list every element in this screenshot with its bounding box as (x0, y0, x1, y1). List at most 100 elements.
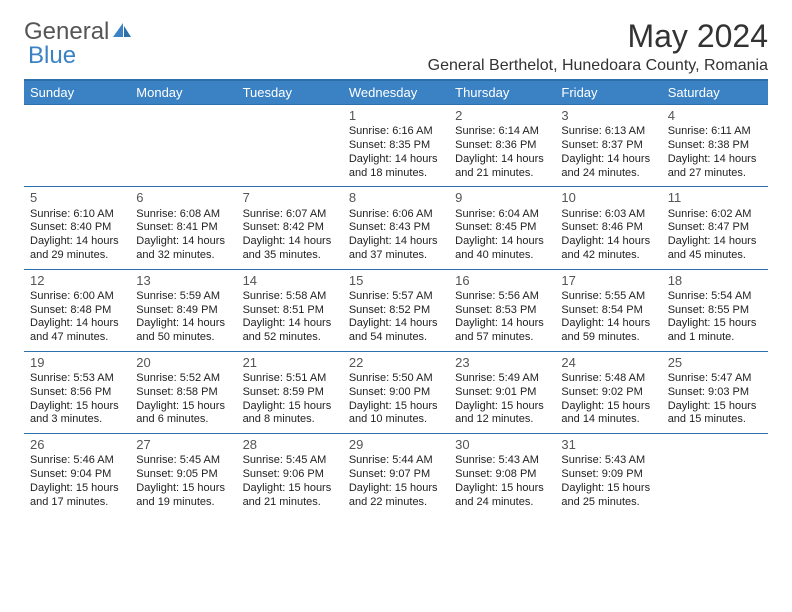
sunrise-line: Sunrise: 5:46 AM (30, 454, 124, 468)
daylight-line-2: and 6 minutes. (136, 413, 230, 427)
daylight-line-1: Daylight: 14 hours (30, 317, 124, 331)
day-number: 29 (349, 437, 443, 453)
header: General May 2024 General Berthelot, Hune… (24, 18, 768, 75)
day-number: 15 (349, 273, 443, 289)
sunset-line: Sunset: 8:55 PM (668, 304, 762, 318)
daylight-line-1: Daylight: 15 hours (30, 400, 124, 414)
sunrise-line: Sunrise: 5:52 AM (136, 372, 230, 386)
sunrise-line: Sunrise: 5:58 AM (243, 290, 337, 304)
day-cell (237, 105, 343, 186)
daylight-line-1: Daylight: 15 hours (455, 482, 549, 496)
sunrise-line: Sunrise: 5:54 AM (668, 290, 762, 304)
daylight-line-2: and 15 minutes. (668, 413, 762, 427)
daylight-line-2: and 40 minutes. (455, 249, 549, 263)
daylight-line-1: Daylight: 15 hours (349, 482, 443, 496)
sunset-line: Sunset: 9:06 PM (243, 468, 337, 482)
daylight-line-1: Daylight: 14 hours (243, 235, 337, 249)
week-row: 26Sunrise: 5:46 AMSunset: 9:04 PMDayligh… (24, 433, 768, 515)
day-number: 10 (561, 190, 655, 206)
day-number: 6 (136, 190, 230, 206)
day-number: 24 (561, 355, 655, 371)
daylight-line-1: Daylight: 15 hours (30, 482, 124, 496)
day-number: 3 (561, 108, 655, 124)
day-cell: 18Sunrise: 5:54 AMSunset: 8:55 PMDayligh… (662, 270, 768, 351)
sunset-line: Sunset: 8:53 PM (455, 304, 549, 318)
daylight-line-1: Daylight: 15 hours (243, 482, 337, 496)
sunset-line: Sunset: 8:37 PM (561, 139, 655, 153)
sunset-line: Sunset: 8:45 PM (455, 221, 549, 235)
daylight-line-1: Daylight: 14 hours (455, 317, 549, 331)
sunset-line: Sunset: 8:54 PM (561, 304, 655, 318)
sunrise-line: Sunrise: 6:02 AM (668, 208, 762, 222)
daylight-line-2: and 14 minutes. (561, 413, 655, 427)
weekday-header-row: SundayMondayTuesdayWednesdayThursdayFrid… (24, 81, 768, 104)
day-number: 20 (136, 355, 230, 371)
daylight-line-1: Daylight: 15 hours (136, 400, 230, 414)
weekday-header: Thursday (449, 81, 555, 104)
daylight-line-2: and 19 minutes. (136, 496, 230, 510)
sunrise-line: Sunrise: 6:00 AM (30, 290, 124, 304)
day-cell: 7Sunrise: 6:07 AMSunset: 8:42 PMDaylight… (237, 187, 343, 268)
daylight-line-1: Daylight: 14 hours (455, 235, 549, 249)
week-row: 1Sunrise: 6:16 AMSunset: 8:35 PMDaylight… (24, 104, 768, 186)
daylight-line-2: and 32 minutes. (136, 249, 230, 263)
day-number: 4 (668, 108, 762, 124)
daylight-line-2: and 22 minutes. (349, 496, 443, 510)
daylight-line-1: Daylight: 14 hours (243, 317, 337, 331)
daylight-line-1: Daylight: 15 hours (136, 482, 230, 496)
sunrise-line: Sunrise: 6:11 AM (668, 125, 762, 139)
sunrise-line: Sunrise: 6:07 AM (243, 208, 337, 222)
sunset-line: Sunset: 8:46 PM (561, 221, 655, 235)
daylight-line-1: Daylight: 15 hours (668, 317, 762, 331)
sunset-line: Sunset: 8:43 PM (349, 221, 443, 235)
sunrise-line: Sunrise: 5:45 AM (136, 454, 230, 468)
sunrise-line: Sunrise: 5:57 AM (349, 290, 443, 304)
daylight-line-2: and 12 minutes. (455, 413, 549, 427)
day-cell: 15Sunrise: 5:57 AMSunset: 8:52 PMDayligh… (343, 270, 449, 351)
location-subtitle: General Berthelot, Hunedoara County, Rom… (428, 57, 768, 75)
logo-text-blue: Blue (28, 42, 76, 70)
daylight-line-2: and 25 minutes. (561, 496, 655, 510)
daylight-line-2: and 21 minutes. (243, 496, 337, 510)
daylight-line-2: and 52 minutes. (243, 331, 337, 345)
daylight-line-2: and 8 minutes. (243, 413, 337, 427)
day-number: 31 (561, 437, 655, 453)
daylight-line-2: and 29 minutes. (30, 249, 124, 263)
sunrise-line: Sunrise: 6:03 AM (561, 208, 655, 222)
day-number: 26 (30, 437, 124, 453)
daylight-line-2: and 3 minutes. (30, 413, 124, 427)
sunset-line: Sunset: 9:00 PM (349, 386, 443, 400)
day-number: 8 (349, 190, 443, 206)
weekday-header: Wednesday (343, 81, 449, 104)
daylight-line-2: and 18 minutes. (349, 167, 443, 181)
weekday-header: Monday (130, 81, 236, 104)
sunset-line: Sunset: 8:49 PM (136, 304, 230, 318)
day-cell: 13Sunrise: 5:59 AMSunset: 8:49 PMDayligh… (130, 270, 236, 351)
sunset-line: Sunset: 8:42 PM (243, 221, 337, 235)
daylight-line-1: Daylight: 14 hours (455, 153, 549, 167)
day-cell: 2Sunrise: 6:14 AMSunset: 8:36 PMDaylight… (449, 105, 555, 186)
sunrise-line: Sunrise: 6:08 AM (136, 208, 230, 222)
weekday-header: Saturday (662, 81, 768, 104)
day-number: 18 (668, 273, 762, 289)
day-number: 27 (136, 437, 230, 453)
sunset-line: Sunset: 9:04 PM (30, 468, 124, 482)
daylight-line-1: Daylight: 14 hours (349, 153, 443, 167)
daylight-line-1: Daylight: 14 hours (349, 317, 443, 331)
daylight-line-1: Daylight: 14 hours (561, 317, 655, 331)
day-number: 1 (349, 108, 443, 124)
daylight-line-1: Daylight: 14 hours (136, 235, 230, 249)
day-cell: 12Sunrise: 6:00 AMSunset: 8:48 PMDayligh… (24, 270, 130, 351)
day-number: 13 (136, 273, 230, 289)
sunrise-line: Sunrise: 5:49 AM (455, 372, 549, 386)
day-cell: 23Sunrise: 5:49 AMSunset: 9:01 PMDayligh… (449, 352, 555, 433)
sunrise-line: Sunrise: 5:44 AM (349, 454, 443, 468)
sunrise-line: Sunrise: 6:16 AM (349, 125, 443, 139)
daylight-line-1: Daylight: 14 hours (668, 235, 762, 249)
sunrise-line: Sunrise: 5:55 AM (561, 290, 655, 304)
day-cell: 1Sunrise: 6:16 AMSunset: 8:35 PMDaylight… (343, 105, 449, 186)
sunrise-line: Sunrise: 5:47 AM (668, 372, 762, 386)
sunrise-line: Sunrise: 6:04 AM (455, 208, 549, 222)
sunset-line: Sunset: 8:35 PM (349, 139, 443, 153)
day-cell: 25Sunrise: 5:47 AMSunset: 9:03 PMDayligh… (662, 352, 768, 433)
